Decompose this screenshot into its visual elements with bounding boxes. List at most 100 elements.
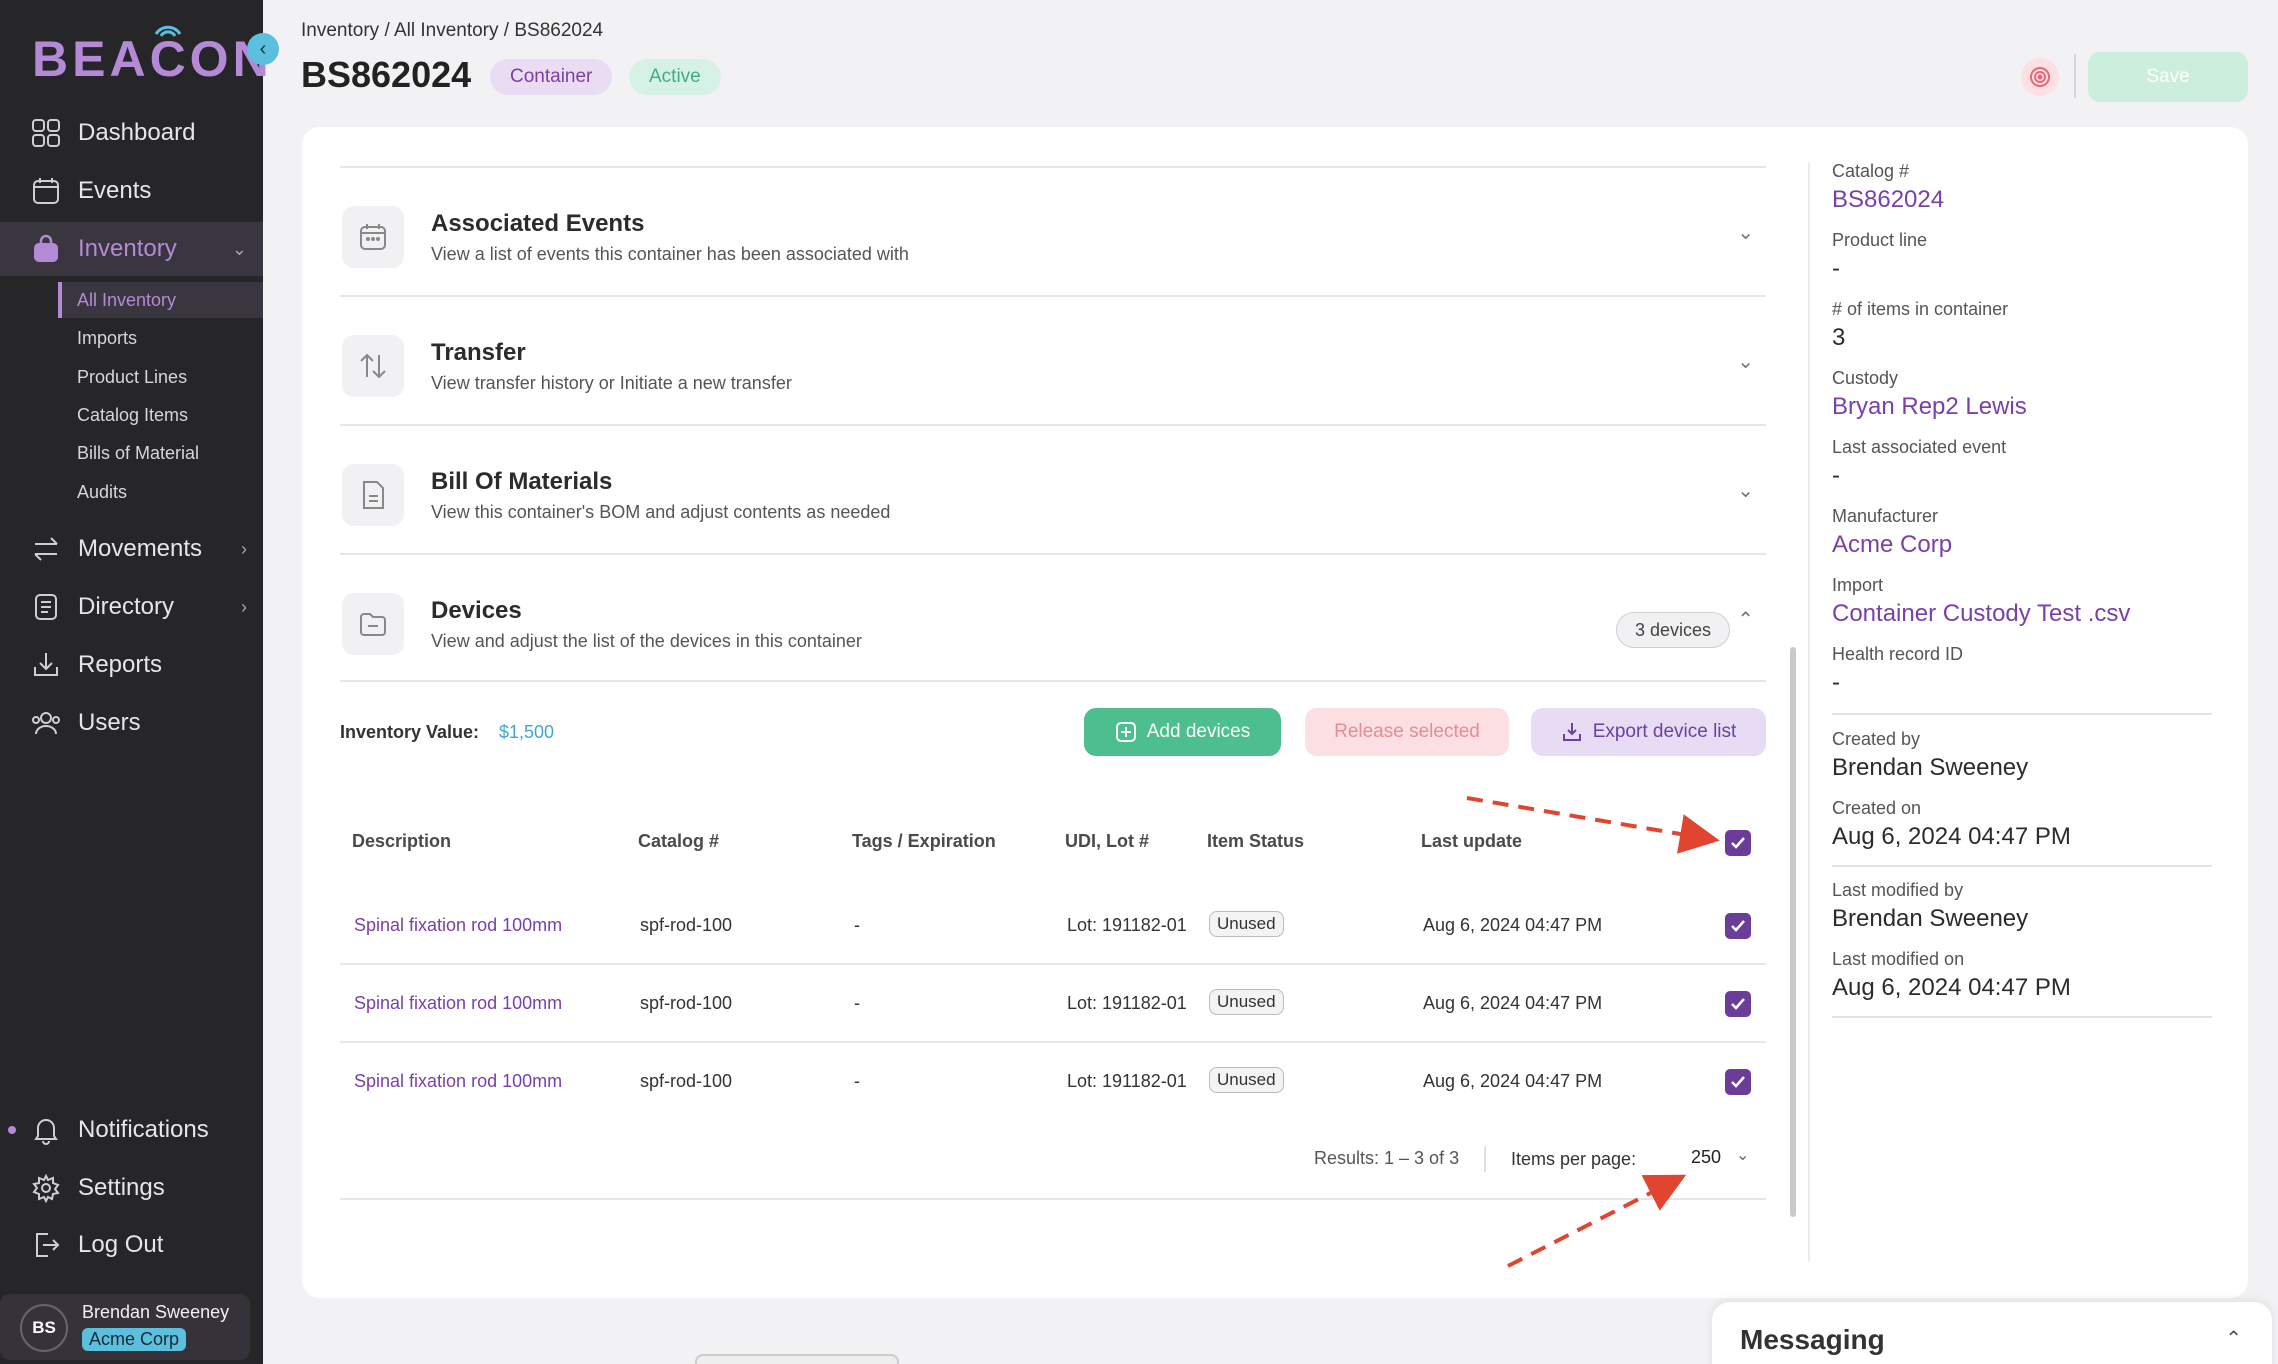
logo-text: BEACON	[32, 31, 273, 87]
section-transfer[interactable]: Transfer View transfer history or Initia…	[340, 295, 1766, 424]
sub-imports[interactable]: Imports	[77, 327, 138, 348]
import-label: Import	[1832, 575, 1884, 595]
nav-users[interactable]: Users	[0, 696, 263, 750]
product-line-label: Product line	[1832, 230, 1928, 250]
section-description: View transfer history or Initiate a new …	[431, 373, 792, 393]
device-catalog: spf-rod-100	[640, 993, 733, 1013]
column-header-description[interactable]: Description	[352, 831, 452, 851]
nav-users-label: Users	[78, 709, 141, 736]
nav-dashboard-label: Dashboard	[78, 119, 196, 146]
chevron-up-icon[interactable]: ⌃	[2225, 1328, 2242, 1350]
notification-dot	[8, 1126, 16, 1134]
nav-movements[interactable]: Movements ›	[0, 522, 263, 576]
breadcrumb: Inventory / All Inventory / BS862024	[301, 20, 603, 42]
section-title: Transfer	[431, 339, 526, 366]
chevron-down-icon[interactable]: ⌄	[1737, 351, 1754, 373]
nav-logout-label: Log Out	[78, 1231, 164, 1258]
chevron-down-icon[interactable]: ⌄	[1737, 222, 1754, 244]
user-org-badge: Acme Corp	[82, 1328, 187, 1351]
nav-settings[interactable]: Settings	[0, 1161, 263, 1215]
items-per-page-select[interactable]: 250	[1691, 1147, 1722, 1167]
manufacturer-value[interactable]: Acme Corp	[1832, 531, 1953, 558]
nav-inventory[interactable]: Inventory ⌄	[0, 222, 263, 276]
download-icon	[28, 647, 64, 683]
nav-reports[interactable]: Reports	[0, 638, 263, 692]
scrollbar[interactable]	[1790, 647, 1796, 1217]
product-line-value: -	[1832, 255, 1840, 282]
sub-catalog-items[interactable]: Catalog Items	[77, 404, 189, 425]
catalog-value[interactable]: BS862024	[1832, 186, 1945, 213]
release-selected-button[interactable]: Release selected	[1305, 708, 1509, 756]
chevron-down-icon[interactable]: ⌄	[1736, 1147, 1750, 1164]
column-header-catalog[interactable]: Catalog #	[638, 831, 720, 851]
section-devices[interactable]: Devices View and adjust the list of the …	[340, 553, 1766, 682]
bell-icon	[28, 1112, 64, 1148]
target-button[interactable]	[2021, 58, 2059, 96]
section-associated-events[interactable]: Associated Events View a list of events …	[340, 166, 1766, 295]
section-bill-of-materials[interactable]: Bill Of Materials View this container's …	[340, 424, 1766, 553]
details-panel: Catalog # BS862024 Product line - # of i…	[1808, 161, 2228, 1262]
details-divider	[1832, 1016, 2212, 1018]
chevron-left-icon: ‹	[259, 37, 267, 60]
check-icon	[1731, 998, 1745, 1010]
nav-directory[interactable]: Directory ›	[0, 580, 263, 634]
breadcrumb-all-inventory[interactable]: All Inventory	[393, 20, 499, 41]
items-count-value: 3	[1832, 324, 1846, 351]
column-header-last-update[interactable]: Last update	[1421, 831, 1523, 851]
results-count: Results: 1 – 3 of 3	[1314, 1148, 1460, 1168]
device-status-badge: Unused	[1209, 911, 1284, 937]
chevron-up-icon[interactable]: ⌃	[1737, 609, 1754, 631]
messaging-panel[interactable]: Messaging ⌃	[1712, 1302, 2272, 1364]
nav-notifications[interactable]: Notifications	[0, 1103, 263, 1157]
select-all-checkbox[interactable]	[1725, 830, 1751, 856]
check-icon	[1731, 1076, 1745, 1088]
nav-dashboard[interactable]: Dashboard	[0, 106, 263, 160]
arrows-swap-icon	[28, 531, 64, 567]
sub-product-lines[interactable]: Product Lines	[77, 366, 188, 387]
health-record-value: -	[1832, 669, 1840, 696]
row-checkbox[interactable]	[1725, 991, 1751, 1017]
device-tags: -	[854, 915, 860, 935]
add-devices-button[interactable]: Add devices	[1084, 708, 1281, 756]
table-row[interactable]: Spinal fixation rod 100mm spf-rod-100 - …	[340, 887, 1766, 965]
section-title: Devices	[431, 597, 522, 624]
beacon-logo[interactable]: BEACON	[32, 20, 269, 100]
collapse-sidebar-button[interactable]: ‹	[247, 33, 279, 65]
nav-inventory-label: Inventory	[78, 235, 177, 262]
breadcrumb-inventory[interactable]: Inventory	[301, 20, 380, 41]
sub-audits[interactable]: Audits	[77, 481, 128, 502]
import-value[interactable]: Container Custody Test .csv	[1832, 600, 2131, 627]
inventory-value-label: Inventory Value:	[340, 722, 480, 742]
chevron-right-icon: ›	[241, 596, 247, 617]
device-description-link[interactable]: Spinal fixation rod 100mm	[354, 915, 563, 935]
sidebar: BEACON Dashboard Events Inventory ⌄ All …	[0, 0, 269, 1364]
column-header-tags[interactable]: Tags / Expiration	[852, 831, 996, 851]
nav-events[interactable]: Events	[0, 164, 263, 218]
sub-bills-of-material[interactable]: Bills of Material	[77, 442, 200, 463]
last-event-label: Last associated event	[1832, 437, 2007, 457]
user-profile[interactable]: BS Brendan Sweeney Acme Corp	[0, 1294, 250, 1360]
row-checkbox[interactable]	[1725, 1069, 1751, 1095]
table-row[interactable]: Spinal fixation rod 100mm spf-rod-100 - …	[340, 1043, 1766, 1121]
device-description-link[interactable]: Spinal fixation rod 100mm	[354, 1071, 563, 1091]
nav-logout[interactable]: Log Out	[0, 1218, 263, 1272]
sub-all-inventory[interactable]: All Inventory	[58, 282, 263, 318]
device-tags: -	[854, 993, 860, 1013]
chevron-down-icon[interactable]: ⌄	[1737, 480, 1754, 502]
save-button[interactable]: Save	[2088, 52, 2248, 102]
device-status-badge: Unused	[1209, 989, 1284, 1015]
device-description-link[interactable]: Spinal fixation rod 100mm	[354, 993, 563, 1013]
column-header-item-status[interactable]: Item Status	[1207, 831, 1305, 851]
nav-events-label: Events	[78, 177, 152, 204]
column-header-udi-lot[interactable]: UDI, Lot #	[1065, 831, 1149, 851]
custody-value[interactable]: Bryan Rep2 Lewis	[1832, 393, 2027, 420]
export-device-list-button[interactable]: Export device list	[1531, 708, 1766, 756]
chevron-right-icon: ›	[241, 538, 247, 559]
bottom-tab[interactable]	[695, 1354, 899, 1364]
logout-icon	[28, 1227, 64, 1263]
chevron-down-icon: ⌄	[231, 238, 247, 259]
target-icon	[2030, 67, 2050, 87]
table-footer-divider	[340, 1198, 1766, 1200]
table-row[interactable]: Spinal fixation rod 100mm spf-rod-100 - …	[340, 965, 1766, 1043]
row-checkbox[interactable]	[1725, 913, 1751, 939]
